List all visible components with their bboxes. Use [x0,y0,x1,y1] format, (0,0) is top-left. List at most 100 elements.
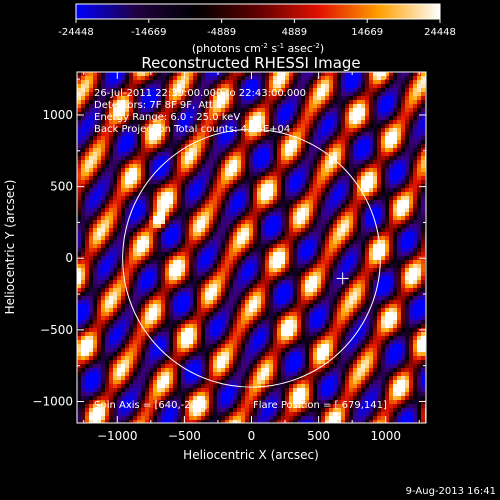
heatmap-cell [253,72,257,76]
heatmap-cell [305,112,309,116]
heatmap-cell [221,228,225,232]
heatmap-cell [201,152,205,156]
heatmap-cell [281,256,285,260]
heatmap-cell [205,276,209,280]
heatmap-cell [373,72,377,76]
heatmap-cell [309,132,313,136]
heatmap-cell [261,232,265,236]
heatmap-cell [249,156,253,160]
heatmap-cell [237,252,241,256]
heatmap-cell [321,92,325,96]
heatmap-cell [377,244,381,248]
heatmap-cell [161,208,165,212]
heatmap-cell [101,72,105,76]
heatmap-cell [137,100,141,104]
heatmap-cell [421,240,425,244]
heatmap-cell [217,184,221,188]
heatmap-cell [317,244,321,248]
heatmap-cell [165,292,169,296]
heatmap-cell [369,136,373,140]
heatmap-cell [361,212,365,216]
heatmap-cell [221,88,225,92]
heatmap-cell [333,108,337,112]
heatmap-cell [117,120,121,124]
heatmap-cell [301,180,305,184]
heatmap-cell [337,92,341,96]
heatmap-cell [153,172,157,176]
heatmap-cell [85,148,89,152]
heatmap-cell [141,204,145,208]
heatmap-cell [357,136,361,140]
heatmap-cell [205,292,209,296]
heatmap-cell [169,236,173,240]
heatmap-cell [113,292,117,296]
heatmap-cell [421,116,425,120]
heatmap-cell [389,132,393,136]
heatmap-cell [233,228,237,232]
heatmap-cell [233,276,237,280]
heatmap-cell [421,272,425,276]
heatmap-cell [157,148,161,152]
heatmap-cell [225,188,229,192]
heatmap-cell [205,240,209,244]
heatmap-cell [421,164,425,168]
heatmap-cell [349,264,353,268]
heatmap-cell [161,224,165,228]
heatmap-cell [221,272,225,276]
heatmap-cell [365,128,369,132]
heatmap-cell [381,96,385,100]
heatmap-cell [93,80,97,84]
heatmap-cell [285,196,289,200]
heatmap-cell [281,144,285,148]
heatmap-cell [153,132,157,136]
heatmap-cell [141,168,145,172]
heatmap-cell [109,236,113,240]
heatmap-cell [209,112,213,116]
heatmap-cell [117,108,121,112]
heatmap-cell [321,200,325,204]
heatmap-cell [277,156,281,160]
colorbar-tick-label: 4889 [282,27,307,38]
heatmap-cell [97,224,101,228]
heatmap-cell [257,112,261,116]
heatmap-cell [361,92,365,96]
heatmap-cell [245,128,249,132]
heatmap-cell [329,244,333,248]
heatmap-cell [229,272,233,276]
heatmap-cell [261,252,265,256]
heatmap-cell [205,92,209,96]
heatmap-cell [157,88,161,92]
heatmap-cell [133,76,137,80]
heatmap-cell [381,228,385,232]
heatmap-cell [165,212,169,216]
heatmap-cell [397,108,401,112]
heatmap-cell [241,204,245,208]
heatmap-cell [357,212,361,216]
heatmap-cell [313,228,317,232]
heatmap-cell [341,192,345,196]
heatmap-cell [397,288,401,292]
heatmap-cell [209,96,213,100]
heatmap-cell [417,96,421,100]
heatmap-cell [329,124,333,128]
heatmap-cell [373,76,377,80]
heatmap-cell [313,292,317,296]
heatmap-cell [201,116,205,120]
heatmap-cell [393,156,397,160]
heatmap-cell [181,76,185,80]
heatmap-cell [129,200,133,204]
heatmap-cell [209,164,213,168]
heatmap-cell [113,172,117,176]
heatmap-cell [293,160,297,164]
heatmap-cell [129,164,133,168]
heatmap-cell [269,192,273,196]
heatmap-cell [169,120,173,124]
heatmap-cell [233,244,237,248]
heatmap-cell [101,184,105,188]
heatmap-cell [265,292,269,296]
heatmap-cell [209,260,213,264]
heatmap-cell [141,288,145,292]
heatmap-cell [101,276,105,280]
heatmap-cell [169,296,173,300]
heatmap-cell [181,188,185,192]
